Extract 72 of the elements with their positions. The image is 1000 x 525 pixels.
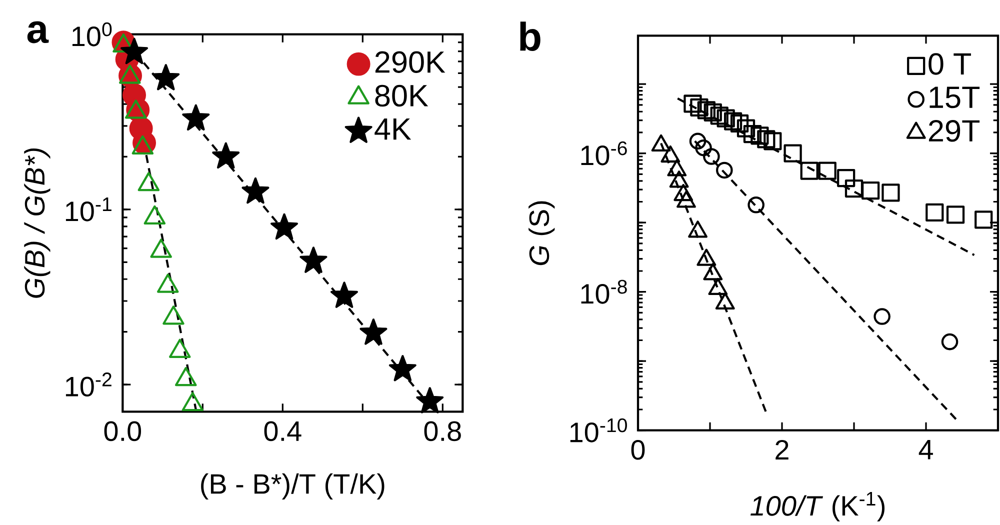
y-tick-label: 10$^{-8}$ bbox=[581, 280, 627, 304]
point bbox=[764, 132, 782, 150]
point bbox=[684, 94, 702, 113]
point bbox=[716, 162, 733, 179]
point bbox=[152, 64, 180, 90]
point bbox=[837, 168, 856, 188]
point bbox=[882, 184, 900, 202]
x-tick-label: 4 bbox=[918, 440, 933, 460]
x-axis-title: (B - B*)/T (T/K) bbox=[201, 473, 384, 500]
point bbox=[818, 162, 836, 180]
point bbox=[162, 306, 184, 325]
point bbox=[861, 181, 880, 200]
x-tick-label: 0 bbox=[631, 440, 645, 460]
point bbox=[946, 206, 965, 224]
point bbox=[182, 104, 210, 131]
y-tick-label: 10$^{-6}$ bbox=[581, 141, 627, 166]
x-tick-label: 0.4 bbox=[264, 421, 302, 442]
x-tick-label: 0.0 bbox=[104, 421, 142, 442]
point bbox=[750, 126, 769, 145]
point bbox=[724, 112, 742, 130]
point bbox=[716, 109, 735, 128]
point bbox=[360, 318, 388, 345]
point bbox=[120, 38, 148, 64]
y-tick-label: 10$^{-1}$ bbox=[66, 198, 112, 222]
point bbox=[844, 179, 864, 198]
point bbox=[697, 101, 716, 120]
y-axis-title: G (S) bbox=[528, 201, 555, 266]
point bbox=[144, 205, 166, 225]
x-tick-label: 2 bbox=[776, 440, 788, 460]
x-axis-title: 100/T (K$^{-1}$) bbox=[750, 492, 884, 522]
point bbox=[941, 333, 958, 350]
y-tick-label: 10$^{0}$ bbox=[72, 22, 112, 46]
legend-label: 80K bbox=[375, 84, 428, 107]
y-tick-label: 10$^{-10}$ bbox=[570, 418, 627, 442]
point bbox=[388, 355, 416, 382]
y-tick-label: 10$^{-2}$ bbox=[66, 372, 112, 397]
point bbox=[730, 114, 749, 133]
point bbox=[974, 210, 993, 229]
point bbox=[416, 387, 444, 414]
point bbox=[270, 213, 298, 240]
point bbox=[689, 132, 706, 150]
point bbox=[695, 139, 712, 156]
point bbox=[182, 392, 204, 412]
point bbox=[242, 177, 270, 204]
point bbox=[150, 238, 172, 258]
point bbox=[156, 274, 179, 293]
point bbox=[710, 106, 728, 125]
y-axis-title: G(B) / G(B*) bbox=[24, 148, 50, 298]
point bbox=[703, 148, 720, 165]
legend-label: 29T bbox=[928, 120, 980, 142]
point bbox=[168, 338, 191, 358]
point bbox=[800, 162, 818, 180]
legend-label: 15T bbox=[930, 86, 980, 108]
point bbox=[300, 246, 328, 273]
text: b bbox=[520, 22, 540, 51]
point bbox=[704, 103, 722, 122]
text: a bbox=[27, 21, 49, 44]
point bbox=[690, 98, 708, 117]
point bbox=[212, 142, 240, 169]
point bbox=[748, 196, 764, 214]
point bbox=[743, 124, 762, 144]
point bbox=[926, 203, 944, 222]
legend-label: 290K bbox=[375, 51, 446, 73]
point bbox=[757, 130, 776, 148]
point bbox=[784, 144, 802, 162]
point bbox=[330, 282, 358, 308]
point bbox=[174, 366, 197, 386]
point bbox=[874, 308, 890, 325]
point bbox=[736, 119, 756, 138]
legend-label: 0 T bbox=[928, 53, 971, 75]
x-tick-label: 0.8 bbox=[424, 421, 461, 442]
legend-label: 4K bbox=[374, 118, 412, 140]
